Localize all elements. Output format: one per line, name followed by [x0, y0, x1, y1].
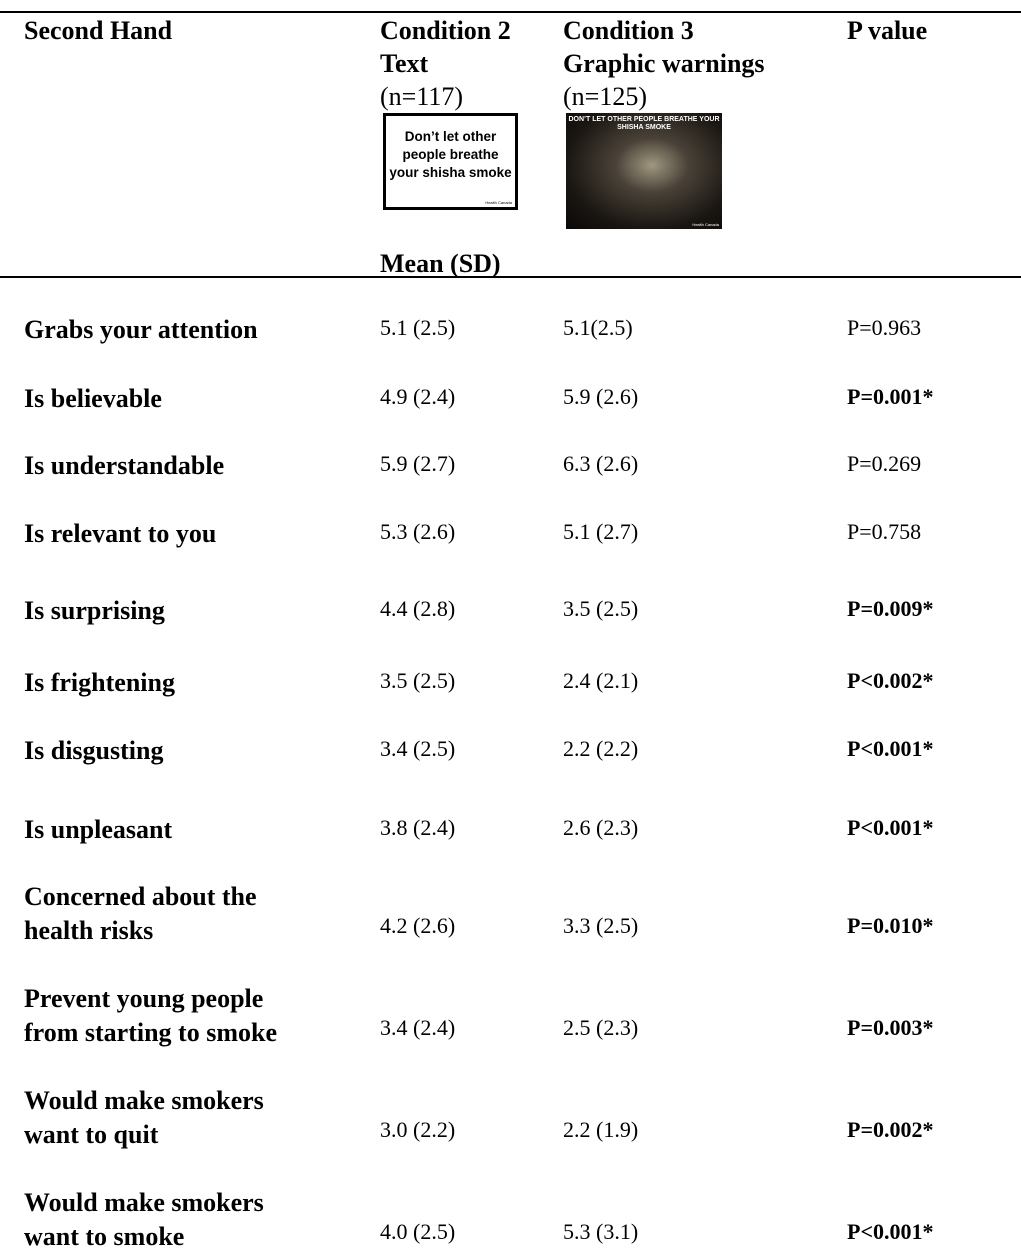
mean-sd: 2.2 (1.9) [563, 1117, 639, 1142]
mean-sd: 4.9 (2.4) [380, 384, 456, 409]
p-value: P=0.010* [847, 913, 934, 938]
image-text: Don’t let other people breathe your shis… [389, 129, 512, 180]
row-label: Is disgusting [24, 736, 164, 765]
row-label: Would make smokers [24, 1086, 264, 1115]
mean-sd: 3.8 (2.4) [380, 815, 456, 840]
row-label: Would make smokers [24, 1188, 264, 1217]
p-value: P=0.003* [847, 1015, 934, 1040]
mean-sd: 5.1 (2.5) [380, 315, 456, 340]
mean-sd: 5.9 (2.6) [563, 384, 639, 409]
row-label: Is understandable [24, 451, 225, 480]
p-value: P=0.001* [847, 384, 934, 409]
p-value: P<0.001* [847, 736, 934, 761]
image-credit: Health Canada [692, 222, 719, 227]
mean-sd: 5.1(2.5) [563, 315, 633, 340]
p-value: P<0.002* [847, 668, 934, 693]
row-label: Prevent young people [24, 984, 264, 1013]
row-label: want to quit [24, 1120, 159, 1149]
row-label: want to smoke [24, 1222, 185, 1248]
p-value: P=0.963 [847, 315, 922, 340]
warning-image: DON’T LET OTHER PEOPLE BREATHE YOUR SHIS… [566, 113, 722, 229]
mean-sd: 5.1 (2.7) [563, 519, 639, 544]
mean-sd: 3.4 (2.4) [380, 1015, 456, 1040]
mean-sd: 5.3 (2.6) [380, 519, 456, 544]
p-value: P=0.009* [847, 596, 934, 621]
row-label: Is surprising [24, 596, 165, 625]
row-label: Grabs your attention [24, 315, 258, 344]
header-title: Condition 3 [563, 16, 694, 45]
mean-sd: 3.3 (2.5) [563, 913, 639, 938]
header-cell: Condition 3 Graphic warnings (n=125) [563, 14, 765, 113]
mean-sd: 5.9 (2.7) [380, 451, 456, 476]
mean-sd: 2.4 (2.1) [563, 668, 639, 693]
image-credit: Health Canada [485, 200, 512, 205]
mean-sd: 2.2 (2.2) [563, 736, 639, 761]
row-label: health risks [24, 916, 154, 945]
header-n: (n=125) [563, 82, 647, 111]
row-label: Is frightening [24, 668, 175, 697]
stat-label: Mean (SD) [380, 249, 501, 278]
mean-sd: 4.4 (2.8) [380, 596, 456, 621]
mean-sd: 3.0 (2.2) [380, 1117, 456, 1142]
image-text: DON’T LET OTHER PEOPLE BREATHE YOUR SHIS… [568, 116, 720, 131]
header-subtitle: Graphic warnings [563, 49, 765, 78]
p-value: P<0.001* [847, 815, 934, 840]
header-title: Condition 2 [380, 16, 511, 45]
warning-image: Don’t let other people breathe your shis… [383, 113, 518, 210]
p-value: P=0.269 [847, 451, 922, 476]
mean-sd: 4.0 (2.5) [380, 1219, 456, 1244]
row-label: Is relevant to you [24, 519, 217, 548]
mean-sd: 4.2 (2.6) [380, 913, 456, 938]
header-label: P value [847, 16, 928, 45]
row-label: Is unpleasant [24, 815, 173, 844]
p-value: P=0.002* [847, 1117, 934, 1142]
row-label: Concerned about the [24, 882, 257, 911]
mean-sd: 2.5 (2.3) [563, 1015, 639, 1040]
header-subtitle: Text [380, 49, 429, 78]
header-rule [0, 276, 1021, 278]
mean-sd: 3.5 (2.5) [563, 596, 639, 621]
mean-sd: 6.3 (2.6) [563, 451, 639, 476]
mean-sd: 3.4 (2.5) [380, 736, 456, 761]
row-label: Is believable [24, 384, 162, 413]
row-label: from starting to smoke [24, 1018, 277, 1047]
top-rule [0, 11, 1021, 13]
header-label: Second Hand [24, 16, 173, 45]
p-value: P<0.001* [847, 1219, 934, 1244]
header-cell: Condition 2 Text (n=117) [380, 14, 511, 113]
mean-sd: 3.5 (2.5) [380, 668, 456, 693]
mean-sd: 5.3 (3.1) [563, 1219, 639, 1244]
header-n: (n=117) [380, 82, 464, 111]
mean-sd: 2.6 (2.3) [563, 815, 639, 840]
p-value: P=0.758 [847, 519, 922, 544]
